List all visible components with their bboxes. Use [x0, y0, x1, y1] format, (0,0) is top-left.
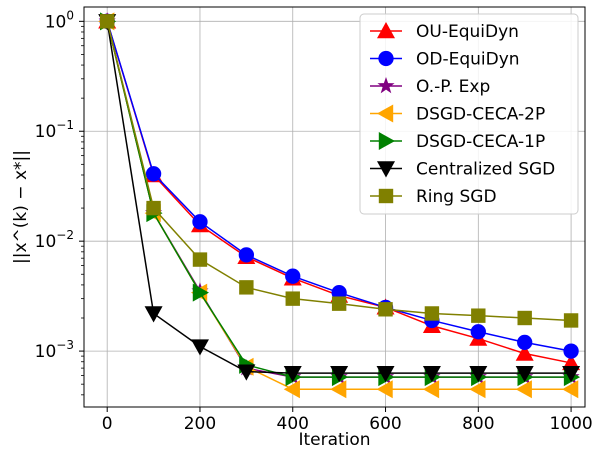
- legend-label: OD-EquiDyn: [416, 50, 520, 70]
- legend-marker: [377, 104, 394, 123]
- legend-marker: [377, 161, 395, 178]
- data-point: [424, 306, 440, 321]
- data-point: [146, 200, 161, 216]
- data-point: [99, 14, 115, 29]
- data-point: [422, 365, 441, 383]
- data-point: [238, 247, 255, 263]
- legend-label: O.-P. Exp: [416, 77, 490, 97]
- data-point: [469, 365, 488, 383]
- data-point: [517, 334, 533, 351]
- data-point: [515, 365, 534, 383]
- x-tick-label: 800: [462, 414, 494, 434]
- legend-marker: [378, 188, 394, 204]
- legend-label: OU-EquiDyn: [416, 22, 519, 42]
- series-lines: [98, 12, 581, 399]
- data-point: [192, 214, 208, 230]
- data-point: [470, 324, 486, 340]
- data-point: [283, 380, 300, 399]
- data-point: [471, 308, 486, 323]
- data-point: [239, 280, 254, 295]
- data-point: [192, 283, 209, 302]
- data-point: [376, 365, 395, 383]
- data-point: [330, 365, 349, 383]
- data-point: [517, 310, 532, 326]
- legend-item: Ring SGD: [370, 187, 497, 207]
- y-tick-label: 10−3: [35, 338, 74, 362]
- data-point: [237, 364, 256, 381]
- legend-label: Centralized SGD: [416, 160, 555, 180]
- x-tick-label: 400: [277, 414, 309, 434]
- y-tick-label: 10−2: [35, 228, 74, 252]
- data-point: [422, 380, 440, 399]
- legend-label: DSGD-CECA-1P: [416, 132, 545, 152]
- legend-marker: [378, 132, 395, 150]
- data-point: [515, 380, 532, 399]
- legend-marker: [378, 50, 394, 67]
- data-point: [515, 344, 534, 361]
- data-point: [285, 268, 301, 284]
- legend-item: Centralized SGD: [370, 160, 555, 180]
- y-axis-label: ||x^(k) − x*||: [11, 150, 31, 264]
- legend: OU-EquiDyn OD-EquiDyn O.-P. Exp DSGD-CECA-2…: [359, 13, 579, 215]
- legend-item: DSGD-CECA-1P: [370, 132, 545, 152]
- x-tick-label: 200: [184, 414, 216, 434]
- legend-item: OU-EquiDyn: [370, 22, 519, 42]
- legend-item: DSGD-CECA-2P: [370, 104, 545, 125]
- data-point: [563, 313, 579, 328]
- data-point: [144, 306, 163, 323]
- data-point: [562, 365, 581, 383]
- legend-box: [359, 13, 579, 215]
- series-ring-sgd: [99, 14, 579, 328]
- data-point: [192, 252, 208, 267]
- legend-item: OD-EquiDyn: [370, 50, 520, 70]
- data-point: [562, 380, 579, 399]
- legend-item: O.-P. Exp: [370, 77, 490, 97]
- data-point: [330, 380, 347, 399]
- data-point: [283, 365, 302, 383]
- legend-marker: [377, 77, 395, 94]
- x-tick-label: 600: [369, 414, 401, 434]
- data-point: [469, 380, 486, 399]
- data-point: [145, 166, 162, 182]
- x-tick-label: 0: [102, 414, 113, 434]
- plot-frame: [83, 6, 586, 408]
- x-axis-label: Iteration: [298, 430, 370, 450]
- axis-ticks: 0 200 400 600 800 1000 100 10−1 10−2 10−3: [35, 8, 593, 434]
- data-point: [563, 343, 579, 359]
- y-tick-label: 10−1: [35, 118, 74, 142]
- legend-label: Ring SGD: [416, 187, 497, 207]
- data-point: [285, 291, 300, 306]
- y-tick-label: 100: [45, 8, 74, 32]
- data-point: [378, 302, 393, 317]
- data-point: [190, 339, 209, 356]
- data-point: [376, 380, 393, 399]
- legend-marker: [377, 22, 395, 39]
- x-tick-label: 1000: [549, 414, 592, 434]
- data-point: [331, 296, 347, 311]
- legend-label: DSGD-CECA-2P: [416, 105, 545, 125]
